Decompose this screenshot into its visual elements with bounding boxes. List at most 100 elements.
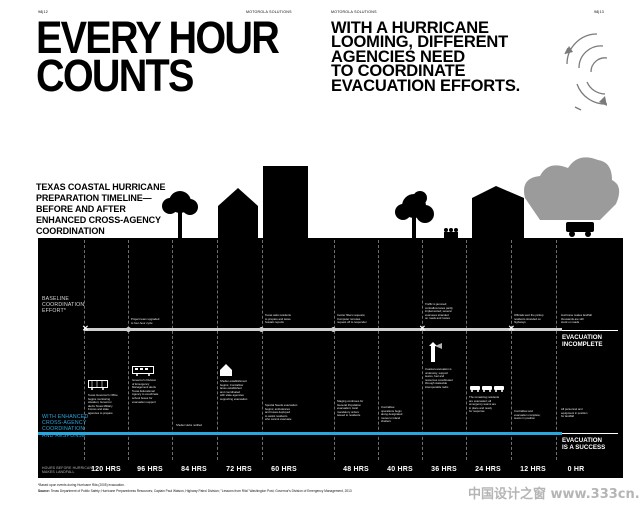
baseline-x-marker: ✕: [82, 324, 89, 333]
note-line: of Emergency: [132, 381, 150, 386]
note-line: Computer reroutes: [337, 316, 361, 321]
intro-line: TEXAS COASTAL HURRICANE: [36, 182, 166, 192]
note-line: resources coordinated: [425, 377, 453, 382]
note-line: Sustain reports: [265, 320, 284, 325]
timeline-panel: [38, 240, 623, 478]
subhead-line: EVACUATION EFFORTS.: [331, 76, 521, 95]
baseline-timeline-line: [84, 328, 562, 331]
hour-gridline: [378, 240, 379, 460]
label-line: COORDINATION: [42, 426, 85, 433]
note-line: Governor's Division: [132, 378, 157, 382]
note-line: for response: [469, 409, 485, 414]
result-line: INCOMPLETE: [562, 341, 603, 349]
intro-line: ENHANCED CROSS-AGENCY: [36, 215, 161, 225]
footnote: *Based upon events during Hurricane Rita…: [38, 483, 125, 487]
subhead-line: TO COORDINATE: [331, 62, 466, 81]
bus-icon: [88, 380, 108, 390]
note-line: teams in position: [514, 416, 535, 421]
enhanced-note: Staging continues for General Population…: [337, 399, 375, 418]
note-line: begins; Contraflow: [220, 382, 244, 387]
result-incomplete: EVACUATION INCOMPLETE: [562, 334, 603, 349]
intro-line: BEFORE AND AFTER: [36, 204, 126, 214]
note-line: evacuation; local: [337, 406, 358, 411]
hour-label: 12 HRS: [520, 466, 546, 473]
hour-gridline: [511, 240, 512, 460]
result-line: EVACUATION: [562, 437, 602, 444]
title-line: EVERY HOUR: [36, 12, 280, 63]
note-line: Agency to coordinate: [132, 392, 159, 397]
note-line: evacuation complete;: [514, 412, 541, 417]
note-line: Center filters requests;: [337, 313, 366, 317]
enhanced-note: Contraflow and evacuation complete; team…: [514, 409, 552, 421]
baseline-x-marker: ✕: [508, 324, 515, 333]
hour-gridline: [556, 240, 557, 460]
note-line: evacuees stranded: [425, 312, 449, 317]
baseline-row-label: BASELINE COORDINATION EFFORT*: [42, 296, 84, 315]
enhanced-note: The remaining residents are evacuated; a…: [469, 395, 507, 414]
note-line: in place and ready: [469, 405, 492, 410]
note-line: alerts Texas Military: [88, 403, 113, 408]
note-line: through statewide: [425, 381, 448, 386]
skyline-silhouette: [38, 157, 623, 242]
note-line: Texas Educational: [132, 388, 155, 393]
hour-label: 120 HRS: [91, 466, 121, 473]
result-rule: [562, 330, 618, 331]
note-line: to assist residents: [265, 413, 288, 418]
intro-line: COORDINATION: [36, 226, 105, 236]
note-line: Texas Governor's Office: [88, 393, 118, 397]
note-line: with state agencies: [220, 393, 244, 398]
note-line: evacuation support: [132, 399, 156, 404]
enhanced-note: Texas Governor's Office begins monitorin…: [88, 393, 126, 416]
subhead-line: AGENCIES NEED: [331, 47, 466, 66]
label-line: BASELINE: [42, 296, 69, 302]
note-line: The remaining residents: [469, 395, 500, 399]
note-line: implemented; several: [425, 309, 452, 314]
house-icon: [472, 186, 524, 242]
section-label-left: MOTOROLA SOLUTIONS: [246, 10, 292, 14]
note-line: request off to responder: [337, 320, 367, 325]
note-line: are evacuated; all: [469, 398, 492, 403]
note-line: All personnel and: [561, 407, 583, 411]
note-line: interoperable radio: [425, 384, 449, 389]
result-line: EVACUATION: [562, 334, 602, 341]
hour-gridline: [466, 240, 467, 460]
section-label-right: MOTOROLA SOLUTIONS: [331, 10, 377, 14]
hour-label: 96 HRS: [137, 466, 163, 473]
note-line: Contraflow: [381, 405, 395, 409]
note-line: who cannot evacuate: [265, 417, 292, 422]
page-number-right: 98|13: [594, 10, 604, 14]
title-line: COUNTS: [36, 50, 194, 101]
baseline-note: Officials sent the pickup residents stra…: [514, 313, 552, 325]
note-line: situation; Governor: [88, 400, 112, 405]
result-success: EVACUATION IS A SUCCESS: [562, 437, 605, 452]
note-line: along designated: [381, 412, 403, 417]
note-line: Staging continues for: [337, 399, 364, 403]
note-line: operations begin: [381, 408, 402, 413]
house-icon: [218, 188, 258, 242]
page-number-left: 98|12: [38, 10, 48, 14]
hour-label: 40 HRS: [387, 466, 413, 473]
hour-label: 24 HRS: [475, 466, 501, 473]
note-line: Shelter Hubs notified: [176, 423, 202, 427]
note-line: emergency teams are: [469, 402, 497, 407]
label-line: EFFORT*: [42, 308, 67, 315]
note-line: shelters: [381, 419, 391, 424]
note-line: on roads and routes: [425, 316, 450, 321]
spiral-hurricane-icon: [564, 33, 608, 111]
baseline-note: Project team upgraded to four-hour cycle: [131, 317, 169, 325]
note-line: equipment in position: [561, 410, 588, 415]
note-line: stuck on roads: [561, 320, 580, 325]
hour-gridline: [422, 240, 423, 460]
baseline-note: Texas asks residents to prepare and leav…: [265, 313, 303, 325]
note-line: Officials sent the pickup: [514, 313, 544, 317]
enhanced-note: Special Needs evacuation begins; ambulan…: [265, 403, 315, 422]
note-line: lanes established: [220, 386, 242, 391]
note-line: supporting evacuation: [220, 396, 248, 401]
note-line: to four-hour cycle: [131, 320, 153, 325]
intro-line: PREPARATION TIMELINE—: [36, 193, 152, 203]
hour-label: 36 HRS: [431, 466, 457, 473]
hour-gridline: [334, 240, 335, 460]
result-line: IS A SUCCESS: [562, 444, 606, 452]
note-line: issued to residents: [337, 413, 361, 418]
note-line: Hurricane makes landfall: [561, 313, 592, 317]
